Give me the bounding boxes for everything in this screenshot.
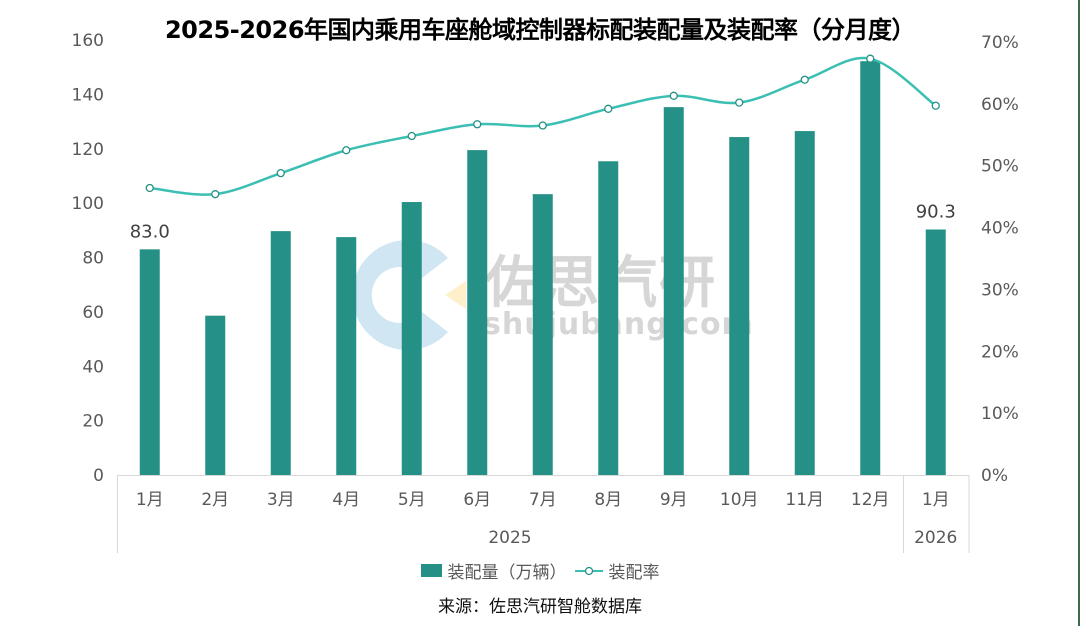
legend-item-bar: 装配量（万辆） <box>420 558 567 583</box>
category-label: 1月 <box>922 490 950 510</box>
edge-line <box>1078 0 1080 626</box>
left-axis-ticks: 0 20 40 60 80 100 120 140 160 <box>72 31 104 486</box>
line-marker-icon <box>574 566 603 575</box>
category-label: 9月 <box>660 490 688 510</box>
category-label: 4月 <box>332 490 360 510</box>
bar <box>139 249 160 475</box>
bar <box>205 315 226 475</box>
line-point <box>604 104 613 113</box>
bar <box>663 107 684 475</box>
source-note: 来源：佐思汽研智舱数据库 <box>438 597 642 617</box>
line-point <box>276 168 285 178</box>
category-label: 6月 <box>463 490 491 510</box>
bar <box>925 229 946 475</box>
left-axis-tick: 40 <box>82 357 104 377</box>
left-axis-tick: 140 <box>72 85 104 105</box>
bar <box>336 237 357 475</box>
bar <box>729 137 750 475</box>
legend-item-line: 装配率 <box>574 558 660 583</box>
bar-data-label: 90.3 <box>916 201 956 222</box>
line-point <box>145 183 154 193</box>
bar-series <box>139 61 946 476</box>
left-axis-tick: 0 <box>93 466 104 486</box>
category-axis <box>117 475 970 553</box>
right-axis-ticks: 0% 10% 20% 30% 40% 50% 60% 70% <box>981 33 1019 486</box>
category-label: 7月 <box>529 490 557 510</box>
line-series <box>145 54 940 199</box>
legend: 装配量（万辆） 装配率 <box>0 558 1080 583</box>
right-axis-tick: 40% <box>981 219 1019 239</box>
legend-line-label: 装配率 <box>608 563 660 583</box>
line-point <box>342 146 351 155</box>
right-axis-tick: 10% <box>981 404 1019 424</box>
right-axis-tick: 20% <box>981 342 1019 362</box>
chart-title: 2025-2026年国内乘用车座舱域控制器标配装配量及装配率（分月度） <box>164 16 916 44</box>
bar <box>794 131 815 475</box>
right-axis-tick: 70% <box>981 33 1019 53</box>
left-axis-tick: 100 <box>72 194 104 214</box>
watermark-logo-icon <box>352 239 466 350</box>
right-axis-tick: 50% <box>981 157 1019 177</box>
bar-data-label: 83.0 <box>130 221 170 242</box>
year-group-label: 2026 <box>914 528 957 548</box>
left-axis-tick: 20 <box>82 412 104 432</box>
left-axis-tick: 160 <box>72 31 104 51</box>
category-label: 11月 <box>785 490 824 510</box>
data-labels: 83.0 90.3 <box>130 201 956 242</box>
line-point <box>211 190 220 199</box>
right-axis-tick: 0% <box>981 466 1008 486</box>
line-point <box>473 120 482 129</box>
bar <box>401 202 422 475</box>
category-labels: 1月 2月 3月 4月 5月 6月 7月 8月 9月 10月 11月 12月 1月 2025 2026 <box>136 490 958 548</box>
bar <box>270 231 291 475</box>
line-point <box>407 131 416 141</box>
left-axis-tick: 120 <box>72 140 104 160</box>
category-label: 12月 <box>851 490 890 510</box>
category-label: 10月 <box>720 490 759 510</box>
line-point <box>800 75 809 84</box>
right-axis-tick: 30% <box>981 280 1019 300</box>
line-point <box>866 54 875 63</box>
category-label: 3月 <box>267 490 295 510</box>
bar <box>598 161 619 475</box>
left-axis-tick: 60 <box>82 303 104 323</box>
category-label: 5月 <box>398 490 426 510</box>
category-label: 1月 <box>136 490 164 510</box>
right-axis-tick: 60% <box>981 95 1019 115</box>
category-label: 8月 <box>594 490 622 510</box>
legend-bar-label: 装配量（万辆） <box>447 563 567 583</box>
line-point <box>669 91 678 100</box>
line-point <box>735 98 744 107</box>
bar-swatch-icon <box>420 564 442 577</box>
line-point <box>931 101 940 110</box>
left-axis-tick: 80 <box>82 249 104 269</box>
line-point <box>538 121 547 130</box>
year-group-label: 2025 <box>488 528 531 548</box>
bar <box>467 150 488 475</box>
category-label: 2月 <box>201 490 229 510</box>
bar <box>860 61 881 476</box>
bar <box>532 194 553 475</box>
